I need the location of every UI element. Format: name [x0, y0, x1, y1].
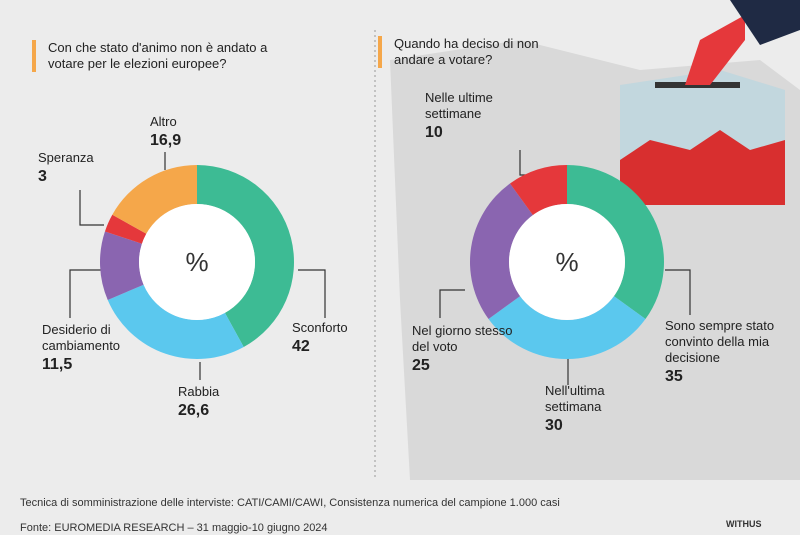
segment-value: 16,9 — [150, 132, 182, 149]
donut-segment — [104, 214, 147, 244]
center-label: % — [185, 247, 208, 277]
segment-label: Desiderio di cambiamento — [42, 322, 121, 353]
center-label: % — [555, 247, 578, 277]
donut-segment — [470, 183, 533, 320]
segment-value: 11,5 — [42, 356, 73, 373]
segment-value: 30 — [545, 417, 563, 434]
segment-label: Speranza — [38, 150, 94, 165]
donut-segment — [488, 296, 646, 359]
chart-title: Quando ha deciso di non andare a votare? — [378, 36, 574, 68]
segment-value: 26,6 — [178, 402, 210, 419]
segment-value: 3 — [38, 168, 47, 185]
donut-hole — [139, 204, 255, 320]
donut-segment — [112, 165, 197, 234]
ballot-box-icon — [620, 0, 800, 205]
segment-value: 10 — [425, 124, 443, 141]
segment-label: Sconforto — [292, 320, 348, 335]
segment-label: Nell'ultima settimana — [545, 383, 605, 414]
segment-value: 42 — [292, 338, 310, 355]
segment-label: Rabbia — [178, 384, 220, 399]
donut-segment — [197, 165, 294, 348]
footer-source: Fonte: EUROMEDIA RESEARCH – 31 maggio-10… — [20, 522, 328, 534]
segment-label: Sono sempre stato convinto della mia dec… — [665, 318, 775, 365]
segment-value: 35 — [665, 368, 683, 385]
segment-label: Nel giorno stesso del voto — [412, 323, 513, 354]
segment-value: 25 — [412, 357, 430, 374]
donut-segment — [567, 165, 664, 320]
donut-hole — [509, 204, 625, 320]
footer-note: Tecnica di somministrazione delle interv… — [20, 497, 560, 509]
segment-label: Nelle ultime settimane — [425, 90, 493, 121]
donut-segment — [509, 165, 567, 216]
donut-segment — [107, 284, 244, 359]
chart-title: Con che stato d'animo non è andato a vot… — [32, 40, 298, 72]
segment-label: Altro — [150, 114, 177, 129]
brand: WITHUS — [726, 519, 762, 529]
donut-segment — [100, 231, 144, 300]
